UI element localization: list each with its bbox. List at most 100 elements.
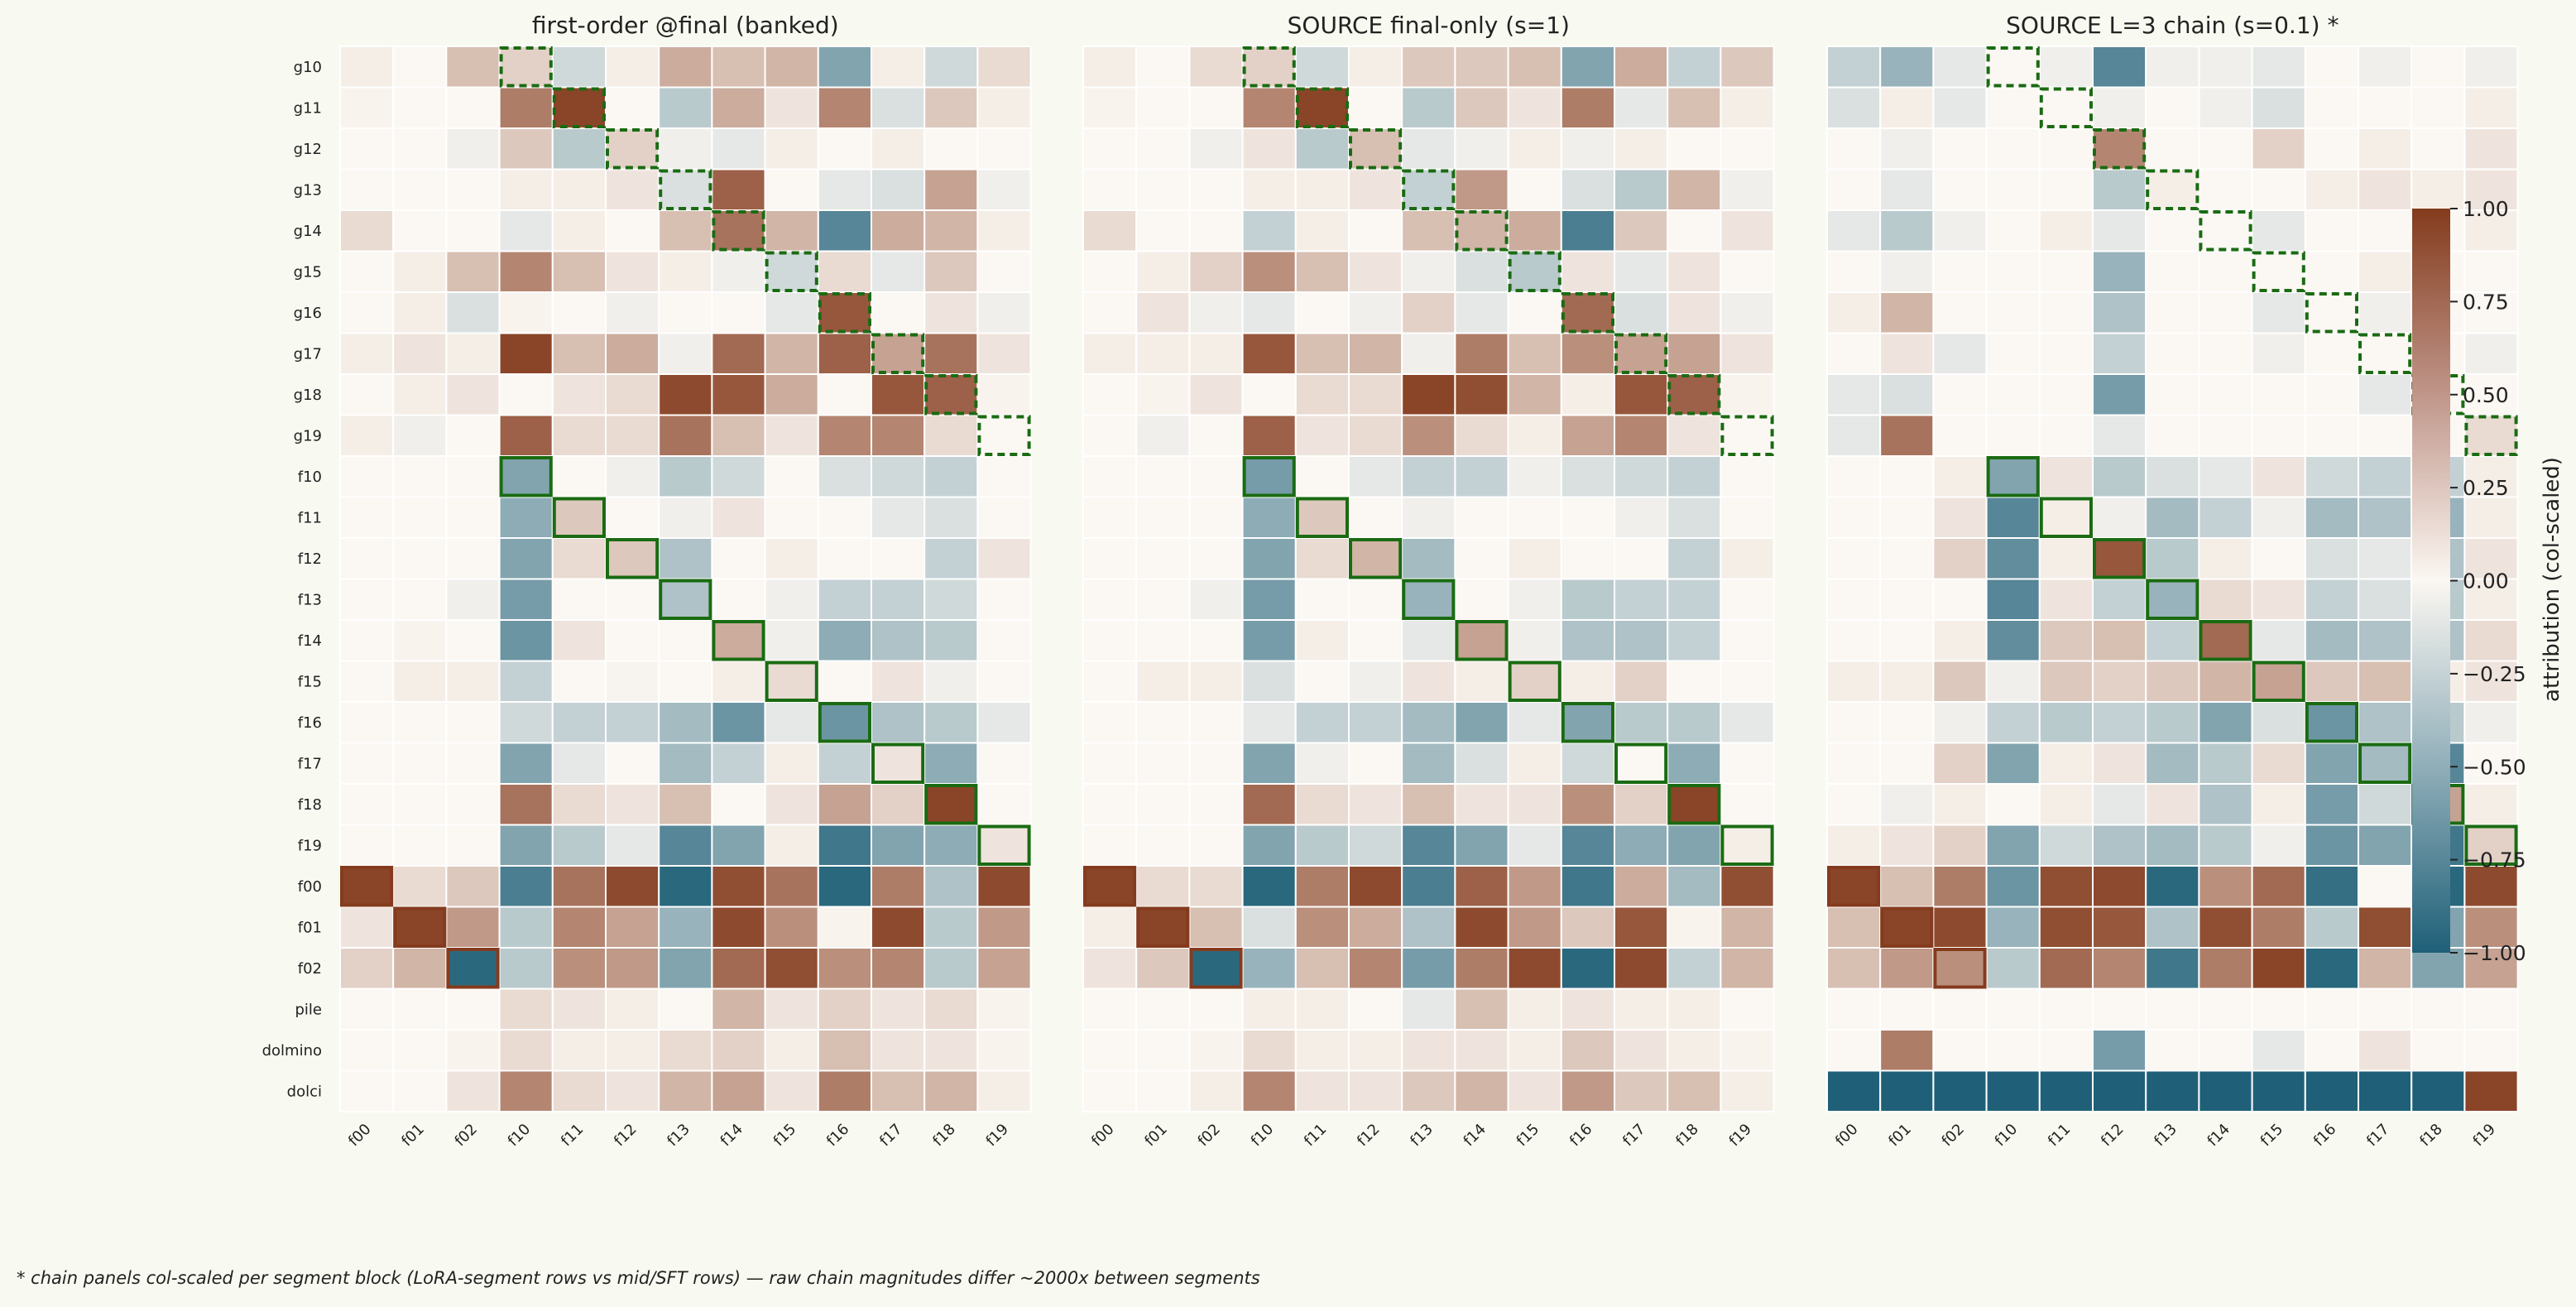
heatmap-cell [392, 291, 448, 334]
heatmap-cell [871, 987, 926, 1031]
heatmap-cell [551, 291, 607, 334]
heatmap-cell [1507, 168, 1562, 211]
heatmap-cell [1082, 86, 1138, 129]
heatmap-cell [1454, 906, 1509, 949]
heatmap-cell [445, 291, 501, 334]
diagonal-highlight [1827, 866, 1881, 907]
heatmap-cell [1188, 455, 1244, 498]
heatmap-cell [711, 537, 766, 580]
heatmap-cell [1720, 1029, 1775, 1072]
heatmap-cell [339, 824, 395, 867]
heatmap-cell [976, 250, 1032, 293]
heatmap-cell [1082, 906, 1138, 949]
heatmap-cell [1720, 660, 1775, 703]
diagonal-highlight [2199, 210, 2252, 252]
heatmap-cell [2251, 291, 2306, 334]
heatmap-cell [2304, 987, 2360, 1031]
heatmap-cell [2198, 414, 2253, 457]
heatmap-cell [2038, 783, 2094, 826]
heatmap-cell [2038, 332, 2094, 375]
heatmap-cell [2038, 46, 2094, 89]
heatmap-cell [976, 209, 1032, 252]
heatmap-cell [1082, 947, 1138, 990]
heatmap-cell [2411, 987, 2466, 1031]
col-label: f12 [1354, 1121, 1384, 1151]
heatmap-cell [1348, 701, 1403, 744]
heatmap-cell [1879, 865, 1935, 908]
heatmap-cell [871, 127, 926, 171]
heatmap-cell [605, 86, 660, 129]
row-label: f00 [298, 878, 322, 896]
heatmap-cell [498, 660, 554, 703]
heatmap-cell [2038, 865, 2094, 908]
heatmap-cell [1667, 619, 1722, 662]
heatmap-cell [445, 46, 501, 89]
heatmap-cell [1401, 373, 1456, 416]
diagonal-highlight [2358, 333, 2412, 374]
heatmap-cell [2358, 496, 2413, 539]
heatmap-cell [1241, 168, 1297, 211]
heatmap-cell [445, 537, 501, 580]
heatmap-cell [1826, 578, 1882, 621]
heatmap-cell [1241, 824, 1297, 867]
heatmap-cell [1879, 414, 1935, 457]
heatmap-cell [1932, 414, 1988, 457]
heatmap-cell [551, 414, 607, 457]
heatmap-cell [1667, 947, 1722, 990]
heatmap-cell [1507, 1029, 1562, 1072]
heatmap-cell [1188, 496, 1244, 539]
heatmap-cell [817, 291, 872, 334]
heatmap-cell [1985, 1029, 2041, 1072]
heatmap-cell [1826, 824, 1882, 867]
heatmap-cell [1985, 291, 2041, 334]
heatmap-cell [2038, 742, 2094, 785]
heatmap-cell [1135, 742, 1191, 785]
heatmap-cell [498, 496, 554, 539]
heatmap-cell [1188, 209, 1244, 252]
heatmap-cell [1985, 947, 2041, 990]
heatmap-cell [339, 906, 395, 949]
heatmap-cell [605, 783, 660, 826]
heatmap-cell [1507, 1069, 1562, 1112]
heatmap-cell [1985, 455, 2041, 498]
col-label: f18 [2416, 1121, 2446, 1151]
heatmap-cell [1614, 332, 1669, 375]
heatmap-cell [2145, 619, 2200, 662]
heatmap-cell [658, 742, 713, 785]
heatmap-cell [1985, 168, 2041, 211]
heatmap-cell [1560, 209, 1616, 252]
heatmap-cell [2304, 742, 2360, 785]
heatmap-panel-1: first-order @final (banked) g10 g11 g12 g13 g… [262, 12, 1032, 1150]
heatmap-cell [1082, 168, 1138, 211]
heatmap-cell [2092, 701, 2147, 744]
heatmap-cell [445, 1029, 501, 1072]
heatmap-cell [923, 250, 979, 293]
heatmap-cell [1560, 660, 1616, 703]
diagonal-highlight [552, 87, 606, 128]
heatmap-cell [2304, 619, 2360, 662]
heatmap-cell [2463, 742, 2519, 785]
heatmap-cell [1082, 1069, 1138, 1112]
diagonal-highlight [765, 661, 818, 702]
heatmap-cell [2198, 168, 2253, 211]
heatmap-cell [605, 455, 660, 498]
heatmap-cell [551, 824, 607, 867]
heatmap-cell [1294, 660, 1350, 703]
diagonal-highlight [659, 169, 712, 210]
heatmap-cell [605, 947, 660, 990]
heatmap-cell [976, 987, 1032, 1031]
heatmap-cell [1879, 660, 1935, 703]
heatmap-cell [2304, 537, 2360, 580]
heatmap-cell [658, 291, 713, 334]
colorbar-tick-label: 1.00 [2463, 197, 2509, 221]
heatmap-cell [2092, 86, 2147, 129]
heatmap-cell [2092, 1029, 2147, 1072]
heatmap-cell [923, 660, 979, 703]
heatmap-cell [2092, 865, 2147, 908]
col-label: f16 [2310, 1121, 2340, 1151]
heatmap-cell [605, 660, 660, 703]
heatmap-cell [2092, 250, 2147, 293]
heatmap-cell [2198, 1029, 2253, 1072]
heatmap-cell [1826, 619, 1882, 662]
heatmap-cell [2198, 701, 2253, 744]
